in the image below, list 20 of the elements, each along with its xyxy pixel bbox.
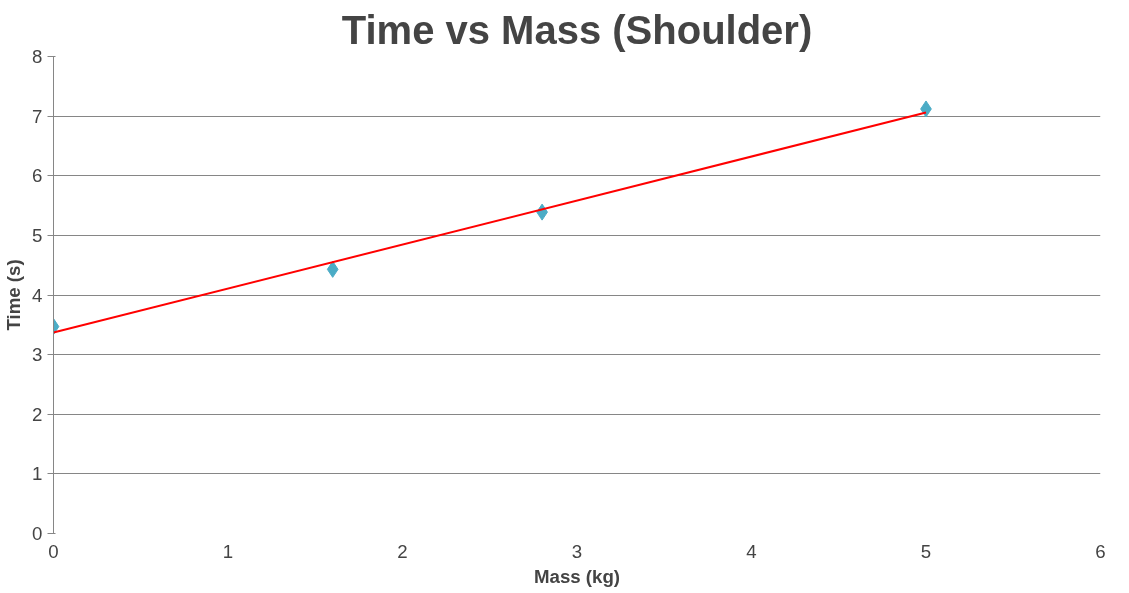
point — [326, 260, 339, 278]
y-tick-label: 6 — [32, 165, 43, 187]
y-tick-label: 0 — [32, 523, 43, 544]
y-tick-label: 7 — [32, 105, 43, 127]
x-axis-title: Mass (kg) — [533, 565, 621, 587]
y-tick-label: 5 — [32, 224, 43, 246]
x-tick-label: 2 — [397, 540, 408, 562]
x-tick-label: 5 — [920, 540, 932, 562]
y-axis-title: Time (s) — [3, 259, 25, 331]
x-tick-label: 1 — [222, 540, 234, 562]
chart-title: Time vs Mass (Shoulder) — [341, 7, 813, 52]
x-tick-label: 3 — [571, 540, 583, 562]
x-tick-label: 4 — [746, 540, 757, 562]
y-tick-label: 2 — [32, 403, 43, 425]
y-tick-label: 8 — [32, 46, 43, 67]
y-tick-label: 1 — [32, 463, 43, 485]
x-tick-label: 0 — [48, 540, 59, 562]
y-tick-label: 4 — [32, 284, 43, 306]
y-tick-label: 3 — [32, 344, 43, 366]
x-tick-label: 6 — [1095, 540, 1106, 562]
